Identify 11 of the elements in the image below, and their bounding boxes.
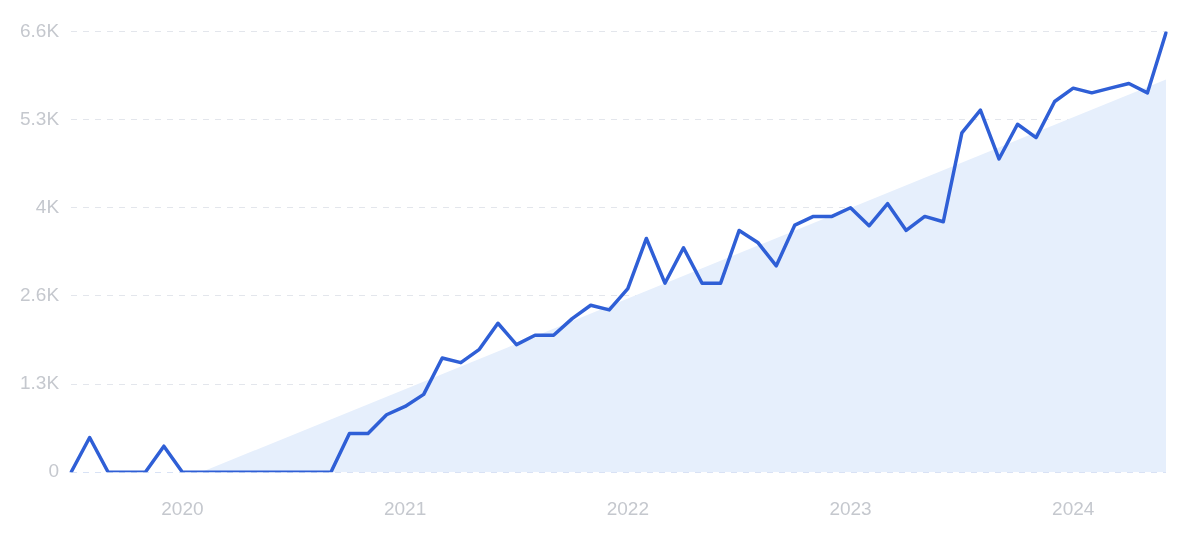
y-tick-label: 6.6K bbox=[19, 19, 60, 41]
y-tick-label: 0 bbox=[48, 460, 60, 482]
y-tick-label: 4K bbox=[35, 195, 60, 217]
x-tick-label: 2021 bbox=[383, 497, 427, 519]
x-tick-label: 2020 bbox=[161, 497, 204, 519]
x-tick-label: 2024 bbox=[1052, 497, 1095, 519]
y-tick-label: 2.6K bbox=[19, 284, 60, 306]
y-tick-label: 5.3K bbox=[19, 107, 60, 129]
x-tick-label: 2023 bbox=[829, 497, 872, 519]
y-tick-label: 1.3K bbox=[19, 372, 60, 394]
x-tick-label: 2022 bbox=[606, 497, 649, 519]
